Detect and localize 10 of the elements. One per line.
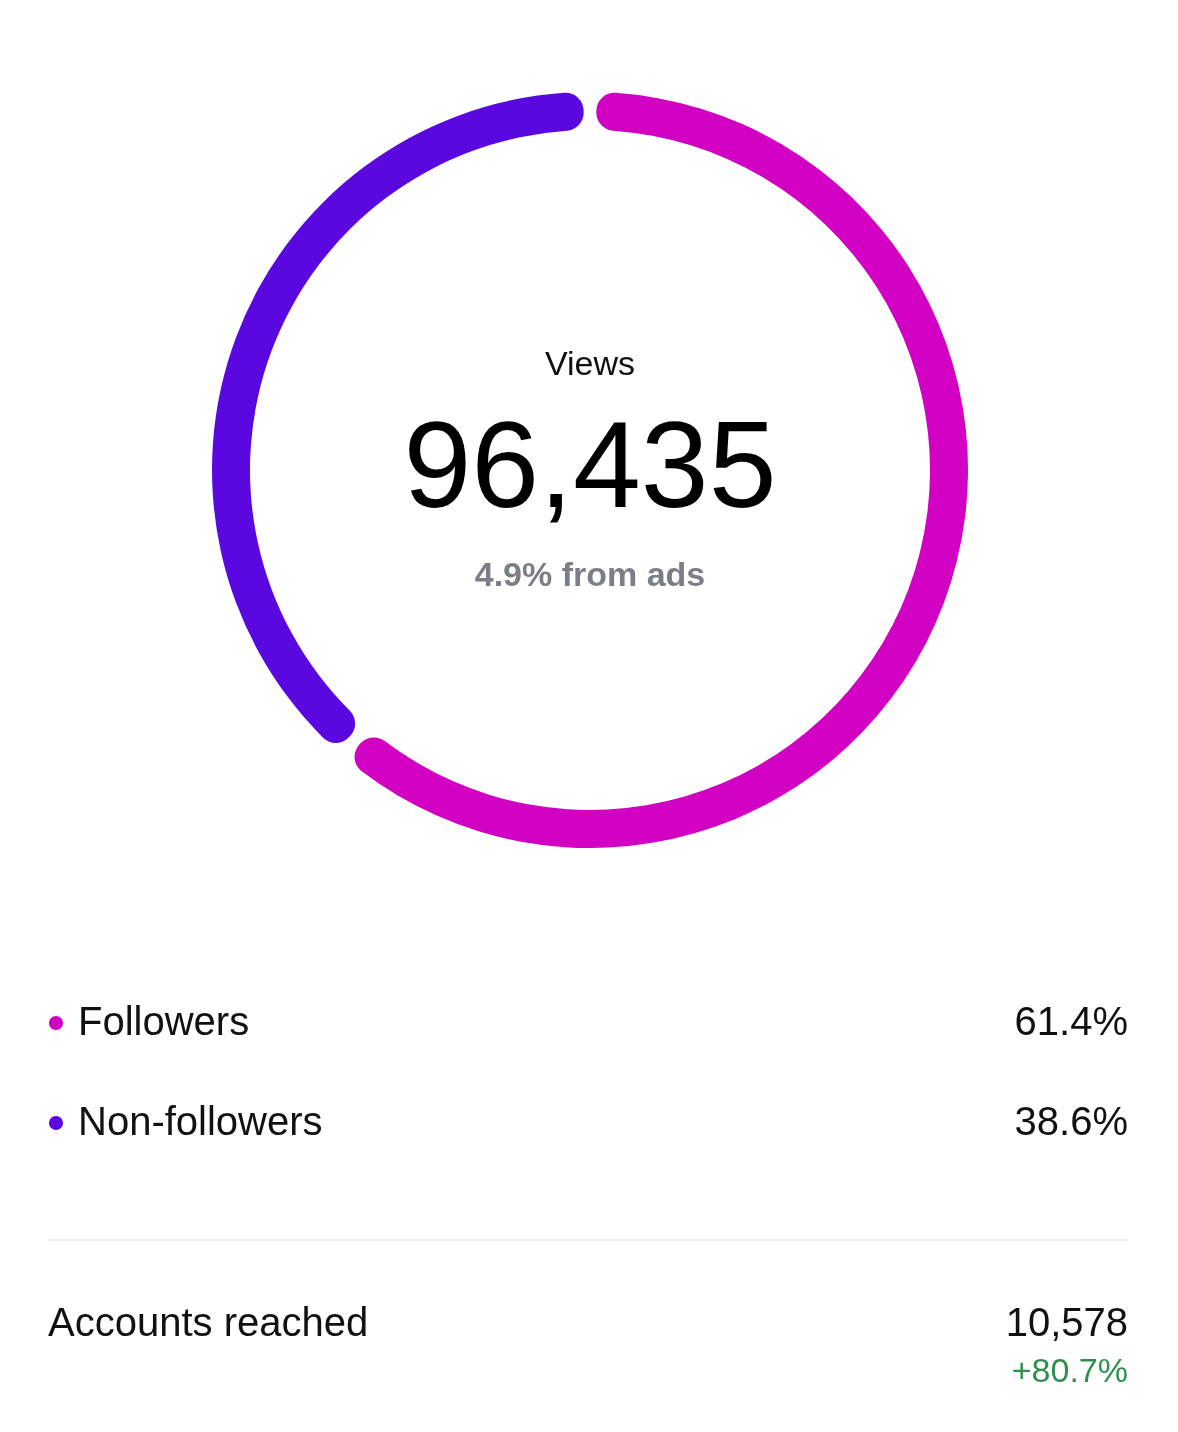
legend-label: Non-followers — [78, 1099, 323, 1143]
legend-label: Followers — [78, 999, 250, 1043]
text: Views — [544, 344, 636, 382]
data-label: 38.6% — [1014, 1099, 1128, 1143]
text: 4.9% from ads — [474, 555, 706, 593]
text: +80.7% — [1011, 1351, 1128, 1389]
text: Accounts reached — [48, 1300, 369, 1344]
data-label: 61.4% — [1014, 999, 1128, 1043]
text: 10,578 — [1005, 1300, 1128, 1344]
text: 96,435 — [403, 397, 777, 533]
